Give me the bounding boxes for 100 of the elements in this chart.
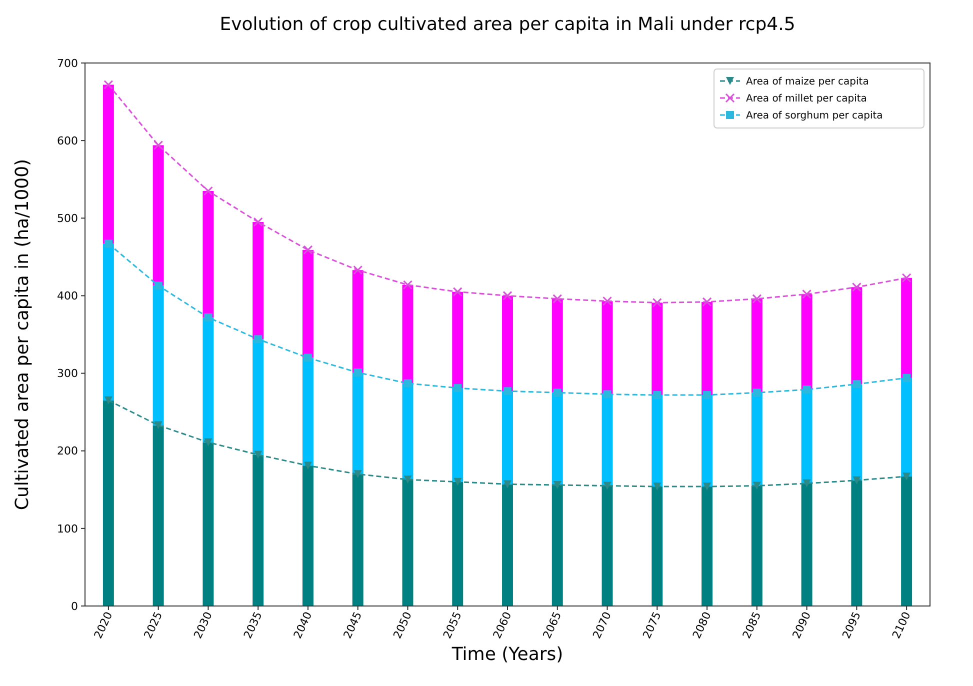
bar [801,483,812,606]
point [752,294,762,304]
bar [602,486,613,606]
bar [452,482,464,606]
point [653,391,662,400]
point [802,289,812,299]
bar [851,480,862,606]
x-tick-label: 2055 [440,610,464,641]
point [902,374,911,382]
x-tick-label: 2030 [191,610,215,641]
point [852,476,861,484]
bar [851,287,862,384]
y-tick-label: 300 [57,367,78,380]
point [603,482,612,490]
point [702,297,712,307]
y-tick-label: 700 [57,56,78,70]
point [802,479,811,488]
point [752,388,761,397]
bar [302,250,314,358]
x-tick-label: 2045 [340,610,365,641]
point [902,472,911,480]
point [454,478,462,486]
bar [602,301,613,394]
point [553,388,562,397]
point [752,482,761,490]
bar [901,378,912,476]
x-tick-label: 2075 [640,610,664,641]
x-tick-label: 2090 [790,610,814,641]
bar [402,383,414,480]
x-axis-title: Time (Years) [450,644,564,665]
bar [152,286,164,426]
point [902,273,912,283]
bar [702,395,713,487]
point [253,217,263,227]
bar [302,358,314,466]
y-tick-label: 100 [57,522,78,536]
legend-label: Area of sorghum per capita [746,110,883,122]
y-tick-label: 600 [57,134,78,148]
bar [402,480,414,606]
x-tick-label: 2035 [241,610,265,641]
bar [502,484,513,606]
bar [102,400,114,606]
x-tick-label: 2085 [740,610,764,641]
point [154,421,162,430]
x-tick-label: 2080 [690,610,714,641]
point [504,480,512,488]
chart-title: Evolution of crop cultivated area per capita in Mali under rcp4.5 [220,14,796,35]
bar [502,296,513,392]
x-tick-label: 2040 [291,610,315,641]
point [454,384,462,392]
bar [202,317,214,442]
bar [751,298,762,393]
point [404,379,412,388]
point [703,482,712,491]
point [104,240,112,248]
y-tick-label: 200 [57,444,78,458]
bar [102,244,114,400]
point [304,354,312,362]
bar [901,278,912,378]
point [203,186,213,196]
bar [202,442,214,606]
bar [402,284,414,384]
bar [652,486,663,606]
point [404,476,412,484]
bar [602,394,613,486]
bar [352,270,364,373]
bar [452,292,464,388]
bar [552,298,563,393]
point [204,438,212,446]
bar [302,466,314,606]
bar [652,302,663,396]
y-tick-label: 500 [57,212,78,225]
bar [152,425,164,606]
point [353,265,363,275]
bar [452,388,464,482]
y-tick-label: 0 [71,600,78,613]
point [653,482,662,491]
point [104,80,114,90]
point [104,396,112,404]
bar [702,302,713,396]
x-tick-label: 2050 [390,610,414,641]
bar [102,84,114,244]
point [402,280,412,290]
x-tick-label: 2065 [540,610,564,641]
point [452,287,462,297]
bar [552,484,563,606]
bar [152,145,164,286]
bar [702,486,713,606]
point [354,368,362,377]
bar [252,339,264,455]
point [602,296,612,306]
x-tick-label: 2060 [490,610,514,641]
bar [352,474,364,606]
point [254,335,262,344]
point [852,380,861,388]
x-tick-label: 2070 [590,610,614,641]
bar [502,391,513,484]
point [254,450,262,459]
bar [801,294,812,390]
bar [901,476,912,606]
